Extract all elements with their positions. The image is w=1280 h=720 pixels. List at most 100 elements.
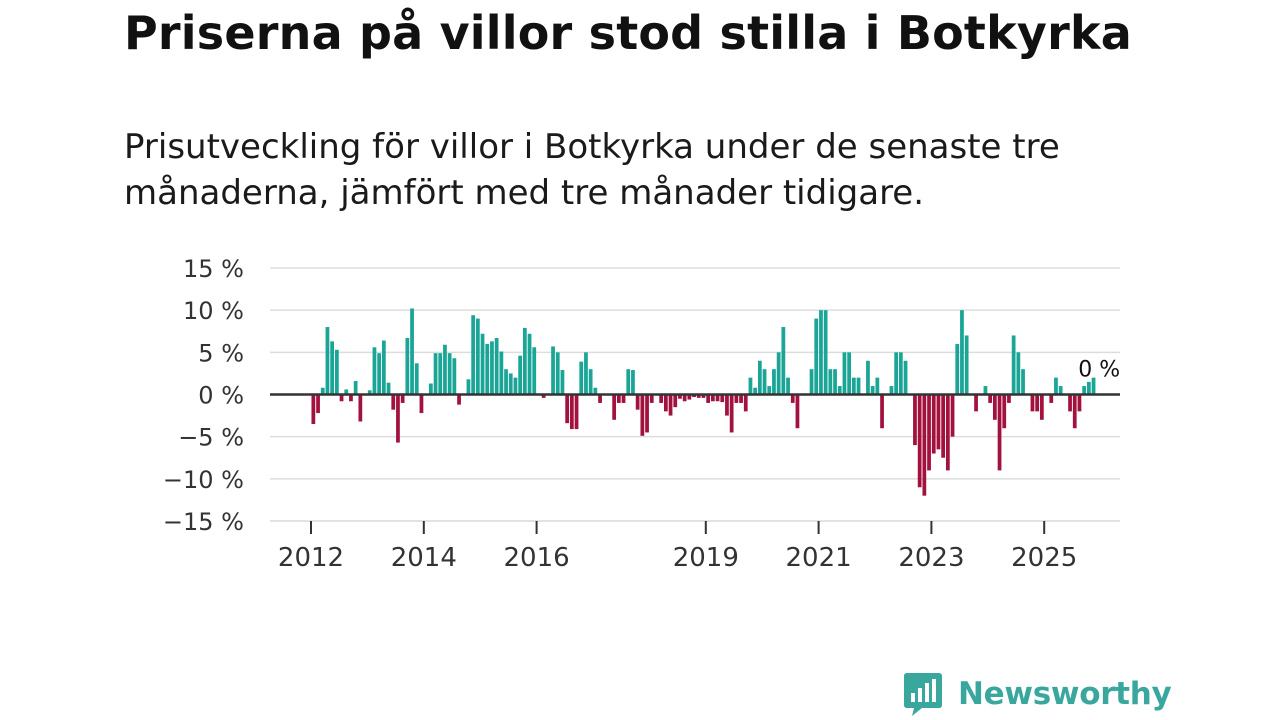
bar bbox=[1030, 394, 1035, 412]
bar bbox=[527, 333, 532, 395]
bar bbox=[880, 394, 884, 429]
bar bbox=[334, 349, 339, 395]
bar bbox=[898, 352, 903, 395]
bar bbox=[485, 343, 490, 395]
newsworthy-logo: Newsworthy bbox=[902, 670, 1172, 718]
bar bbox=[1058, 386, 1063, 395]
bar bbox=[1054, 377, 1058, 395]
newsworthy-logo-icon bbox=[904, 673, 942, 716]
chart-subtitle: Prisutveckling för villor i Botkyrka und… bbox=[124, 127, 1060, 213]
bar bbox=[786, 377, 790, 395]
bar bbox=[396, 394, 400, 443]
bar bbox=[405, 338, 410, 395]
y-tick-label: 5 % bbox=[198, 339, 244, 367]
bar bbox=[673, 394, 678, 408]
bar bbox=[626, 369, 631, 395]
bar bbox=[386, 382, 391, 395]
bar bbox=[414, 363, 419, 395]
bar bbox=[631, 370, 635, 395]
bar bbox=[579, 361, 584, 395]
bar bbox=[513, 377, 518, 395]
bar bbox=[391, 394, 396, 410]
bar bbox=[621, 394, 626, 403]
bar bbox=[997, 394, 1002, 471]
bar bbox=[1021, 369, 1025, 395]
y-tick-label: 0 % bbox=[198, 382, 244, 410]
bar bbox=[974, 394, 978, 412]
bar bbox=[950, 394, 955, 437]
bar bbox=[358, 394, 363, 422]
bar bbox=[569, 394, 574, 430]
bar bbox=[1068, 394, 1072, 412]
bar bbox=[419, 394, 424, 414]
bar bbox=[584, 352, 588, 395]
bar bbox=[687, 394, 692, 400]
x-tick-label: 2023 bbox=[898, 543, 964, 573]
bar bbox=[1002, 394, 1007, 429]
bar bbox=[400, 394, 405, 403]
bar bbox=[781, 327, 786, 395]
bar bbox=[936, 394, 941, 450]
bar bbox=[917, 394, 922, 488]
bar bbox=[325, 327, 330, 395]
bar bbox=[739, 394, 743, 403]
labels: 15 % 10 % 5 % 0 % −5 % −10 % −15 % 2012 2014 2016… bbox=[163, 255, 1120, 573]
bar bbox=[955, 343, 960, 395]
bar bbox=[344, 389, 349, 395]
bar bbox=[457, 394, 461, 405]
bar bbox=[837, 386, 842, 395]
bar bbox=[612, 394, 617, 420]
bar bbox=[851, 377, 856, 395]
bar bbox=[551, 346, 555, 395]
bar bbox=[913, 394, 917, 446]
x-tick-label: 2025 bbox=[1011, 543, 1077, 573]
bar bbox=[819, 310, 823, 395]
x-tick-label: 2016 bbox=[504, 543, 570, 573]
bar bbox=[870, 386, 875, 395]
bar bbox=[508, 373, 513, 395]
bar bbox=[1072, 394, 1077, 429]
bar bbox=[795, 394, 800, 429]
bar bbox=[903, 360, 908, 395]
bar bbox=[574, 394, 579, 430]
bar bbox=[706, 394, 711, 403]
bar bbox=[541, 394, 546, 398]
bar bbox=[941, 394, 946, 458]
bar bbox=[518, 355, 523, 395]
bar bbox=[339, 394, 344, 402]
brand-name: Newsworthy bbox=[958, 676, 1172, 712]
bar bbox=[316, 394, 320, 414]
bar bbox=[894, 352, 899, 395]
bars bbox=[311, 308, 1096, 496]
bar bbox=[743, 394, 748, 412]
bar bbox=[710, 394, 715, 402]
bar bbox=[945, 394, 950, 471]
bar bbox=[428, 383, 433, 395]
bar bbox=[992, 394, 997, 420]
y-tick-label: −10 % bbox=[163, 466, 244, 494]
x-tick-label: 2021 bbox=[786, 543, 852, 573]
bar bbox=[635, 394, 640, 410]
bar bbox=[757, 360, 762, 395]
bar bbox=[377, 353, 382, 395]
bar bbox=[692, 394, 696, 398]
x-tick-label: 2012 bbox=[278, 543, 344, 573]
last-value-label: 0 % bbox=[1078, 358, 1120, 383]
bar bbox=[814, 318, 819, 395]
bar bbox=[753, 387, 758, 395]
bar bbox=[847, 352, 852, 395]
bar bbox=[983, 386, 988, 395]
bar bbox=[367, 390, 372, 395]
bar bbox=[466, 379, 471, 395]
bar bbox=[330, 341, 335, 395]
bar bbox=[349, 394, 353, 402]
bar bbox=[494, 338, 499, 395]
bar bbox=[856, 377, 861, 395]
bar bbox=[720, 394, 725, 403]
bar bbox=[1086, 381, 1091, 395]
bar bbox=[353, 381, 358, 395]
bar bbox=[447, 353, 452, 395]
bar bbox=[616, 394, 621, 403]
bar bbox=[889, 386, 894, 395]
axes bbox=[270, 393, 1120, 534]
